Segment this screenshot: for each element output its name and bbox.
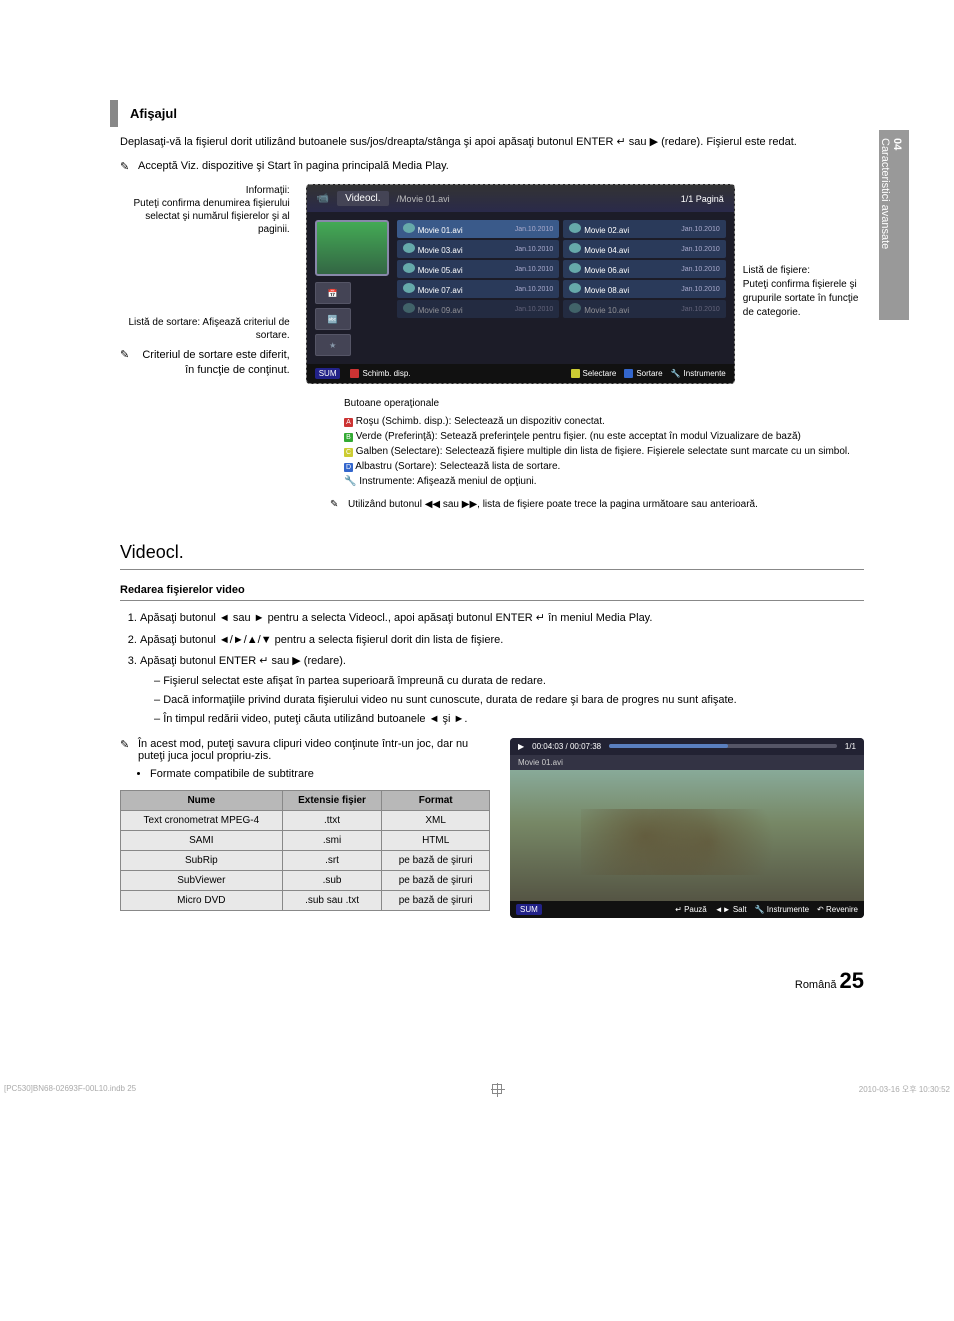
td: .smi [282, 830, 382, 850]
td: pe bază de şiruri [382, 870, 490, 890]
subtitle-table: NumeExtensie fişierFormat Text cronometr… [120, 790, 490, 911]
step-2: Apăsaţi butonul ◄/►/▲/▼ pentru a selecta… [140, 633, 864, 648]
left-labels: Informaţii: Puteţi confirma denumirea fi… [120, 184, 298, 384]
camera-icon: 📹 [317, 193, 329, 204]
vp-salt: ◄► Salt [715, 905, 747, 914]
footer-sort: Sortare [624, 369, 662, 378]
preview-thumb [315, 220, 389, 276]
device-badge: SUM [315, 368, 341, 379]
ss-header: 📹 Videocl. /Movie 01.avi 1/1 Pagină [307, 185, 734, 212]
vp-frame [510, 770, 864, 901]
footer-tools: 🔧 Instrumente [671, 369, 726, 378]
page-num: 25 [840, 968, 864, 993]
ss-footer: SUM Schimb. disp. Selectare Sortare 🔧 In… [307, 364, 734, 383]
vp-sum: SUM [516, 904, 542, 915]
progress-bar [609, 744, 837, 748]
mode-note: În acest mod, puteţi savura clipuri vide… [120, 738, 490, 762]
vp-instr: 🔧 Instrumente [755, 905, 809, 914]
file-cell[interactable]: Movie 10.aviJan.10.2010 [563, 300, 726, 318]
sort-thumbs: 📅 🔤 ★ [315, 282, 351, 356]
th: Format [382, 790, 490, 810]
intro-body: Deplasaţi-vă la fişierul dorit utilizând… [120, 136, 797, 148]
file-cell[interactable]: Movie 01.aviJan.10.2010 [397, 220, 560, 238]
videocl-heading: Videocl. [120, 542, 864, 563]
td: .sub sau .txt [282, 890, 382, 910]
sort-note: Criteriul de sortare este diferit, în fu… [120, 348, 290, 377]
op-line: 🔧 Instrumente: Afişează meniul de opţiun… [330, 474, 864, 489]
operational-buttons: Butoane operaţionale A Roşu (Schimb. dis… [330, 396, 864, 512]
note-text: Acceptă Viz. dispozitive şi Start în pag… [138, 160, 449, 172]
subtitle-bullet: Formate compatibile de subtitrare [150, 768, 490, 780]
step-3b: Dacă informaţiile privind durata fişieru… [154, 693, 864, 708]
media-play-screenshot: 📹 Videocl. /Movie 01.avi 1/1 Pagină 📅 🔤 … [306, 184, 735, 384]
vp-time: 00:04:03 / 00:07:38 [532, 742, 601, 751]
play-icon: ▶ [518, 742, 524, 751]
td: SAMI [121, 830, 283, 850]
td: HTML [382, 830, 490, 850]
step-3: Apăsaţi butonul ENTER ↵ sau ▶ (redare). … [140, 654, 864, 728]
step-3a: Fişierul selectat este afişat în partea … [154, 674, 864, 689]
right-label: Listă de fişiere: Puteţi confirma fişier… [743, 184, 864, 384]
step-3-text: Apăsaţi butonul ENTER ↵ sau ▶ (redare). [140, 655, 346, 667]
file-cell[interactable]: Movie 04.aviJan.10.2010 [563, 240, 726, 258]
step-1: Apăsaţi butonul ◄ sau ► pentru a selecta… [140, 611, 864, 626]
sort-label: Listă de sortare: Afişează criteriul de … [120, 242, 290, 342]
ss-title: Videocl. [337, 191, 388, 206]
ss-path: /Movie 01.avi [397, 194, 450, 204]
td: SubRip [121, 850, 283, 870]
file-cell[interactable]: Movie 07.aviJan.10.2010 [397, 280, 560, 298]
th: Extensie fişier [282, 790, 382, 810]
td: XML [382, 810, 490, 830]
steps-list: Apăsaţi butonul ◄ sau ► pentru a selecta… [120, 611, 864, 727]
file-cell[interactable]: Movie 06.aviJan.10.2010 [563, 260, 726, 278]
thumb-item: ★ [315, 334, 351, 356]
op-note: Utilizând butonul ◀◀ sau ▶▶, lista de fi… [330, 497, 864, 512]
th: Nume [121, 790, 283, 810]
divider [120, 569, 864, 570]
ss-page: 1/1 Pagină [681, 194, 724, 204]
td: pe bază de şiruri [382, 890, 490, 910]
td: .srt [282, 850, 382, 870]
doc-footer: [PC530]BN68-02693F-00L10.indb 25 2010-03… [0, 1084, 954, 1095]
page-number: Română 25 [120, 968, 864, 994]
footer-left: [PC530]BN68-02693F-00L10.indb 25 [4, 1084, 136, 1095]
section-title: Afişajul [120, 100, 864, 127]
td: Text cronometrat MPEG-4 [121, 810, 283, 830]
video-player: ▶ 00:04:03 / 00:07:38 1/1 Movie 01.avi S… [510, 738, 864, 918]
info-label: Informaţii: Puteţi confirma denumirea fi… [120, 184, 290, 236]
thumb-item: 📅 [315, 282, 351, 304]
file-cell[interactable]: Movie 03.aviJan.10.2010 [397, 240, 560, 258]
intro-text: Deplasaţi-vă la fişierul dorit utilizând… [120, 135, 864, 150]
td: .ttxt [282, 810, 382, 830]
vp-pause: ↵ Pauză [675, 905, 707, 914]
op-line: C Galben (Selectare): Selectează fişiere… [330, 444, 864, 459]
footer-right: 2010-03-16 오후 10:30:52 [859, 1084, 950, 1095]
file-list: Movie 01.aviJan.10.2010Movie 02.aviJan.1… [397, 220, 726, 356]
subhead: Redarea fişierelor video [120, 584, 864, 601]
td: .sub [282, 870, 382, 890]
td: Micro DVD [121, 890, 283, 910]
footer-a: Schimb. disp. [350, 369, 410, 378]
file-cell[interactable]: Movie 08.aviJan.10.2010 [563, 280, 726, 298]
thumb-item: 🔤 [315, 308, 351, 330]
step-3c: În timpul redării video, puteţi căuta ut… [154, 712, 864, 727]
file-cell[interactable]: Movie 05.aviJan.10.2010 [397, 260, 560, 278]
footer-sel: Selectare [571, 369, 617, 378]
td: SubViewer [121, 870, 283, 890]
op-line: A Roşu (Schimb. disp.): Selectează un di… [330, 414, 864, 429]
vp-filename: Movie 01.avi [510, 755, 864, 770]
note-accept: Acceptă Viz. dispozitive şi Start în pag… [120, 160, 864, 172]
op-title: Butoane operaţionale [344, 396, 864, 411]
op-note-text: Utilizând butonul ◀◀ sau ▶▶, lista de fi… [348, 499, 758, 510]
file-cell[interactable]: Movie 09.aviJan.10.2010 [397, 300, 560, 318]
regmark-icon [492, 1084, 502, 1094]
vp-page: 1/1 [845, 742, 856, 751]
page-lang: Română [795, 979, 837, 991]
td: pe bază de şiruri [382, 850, 490, 870]
op-line: D Albastru (Sortare): Selectează lista d… [330, 459, 864, 474]
file-cell[interactable]: Movie 02.aviJan.10.2010 [563, 220, 726, 238]
op-line: B Verde (Preferinţă): Setează preferinţe… [330, 429, 864, 444]
vp-rev: ↶ Revenire [817, 905, 858, 914]
